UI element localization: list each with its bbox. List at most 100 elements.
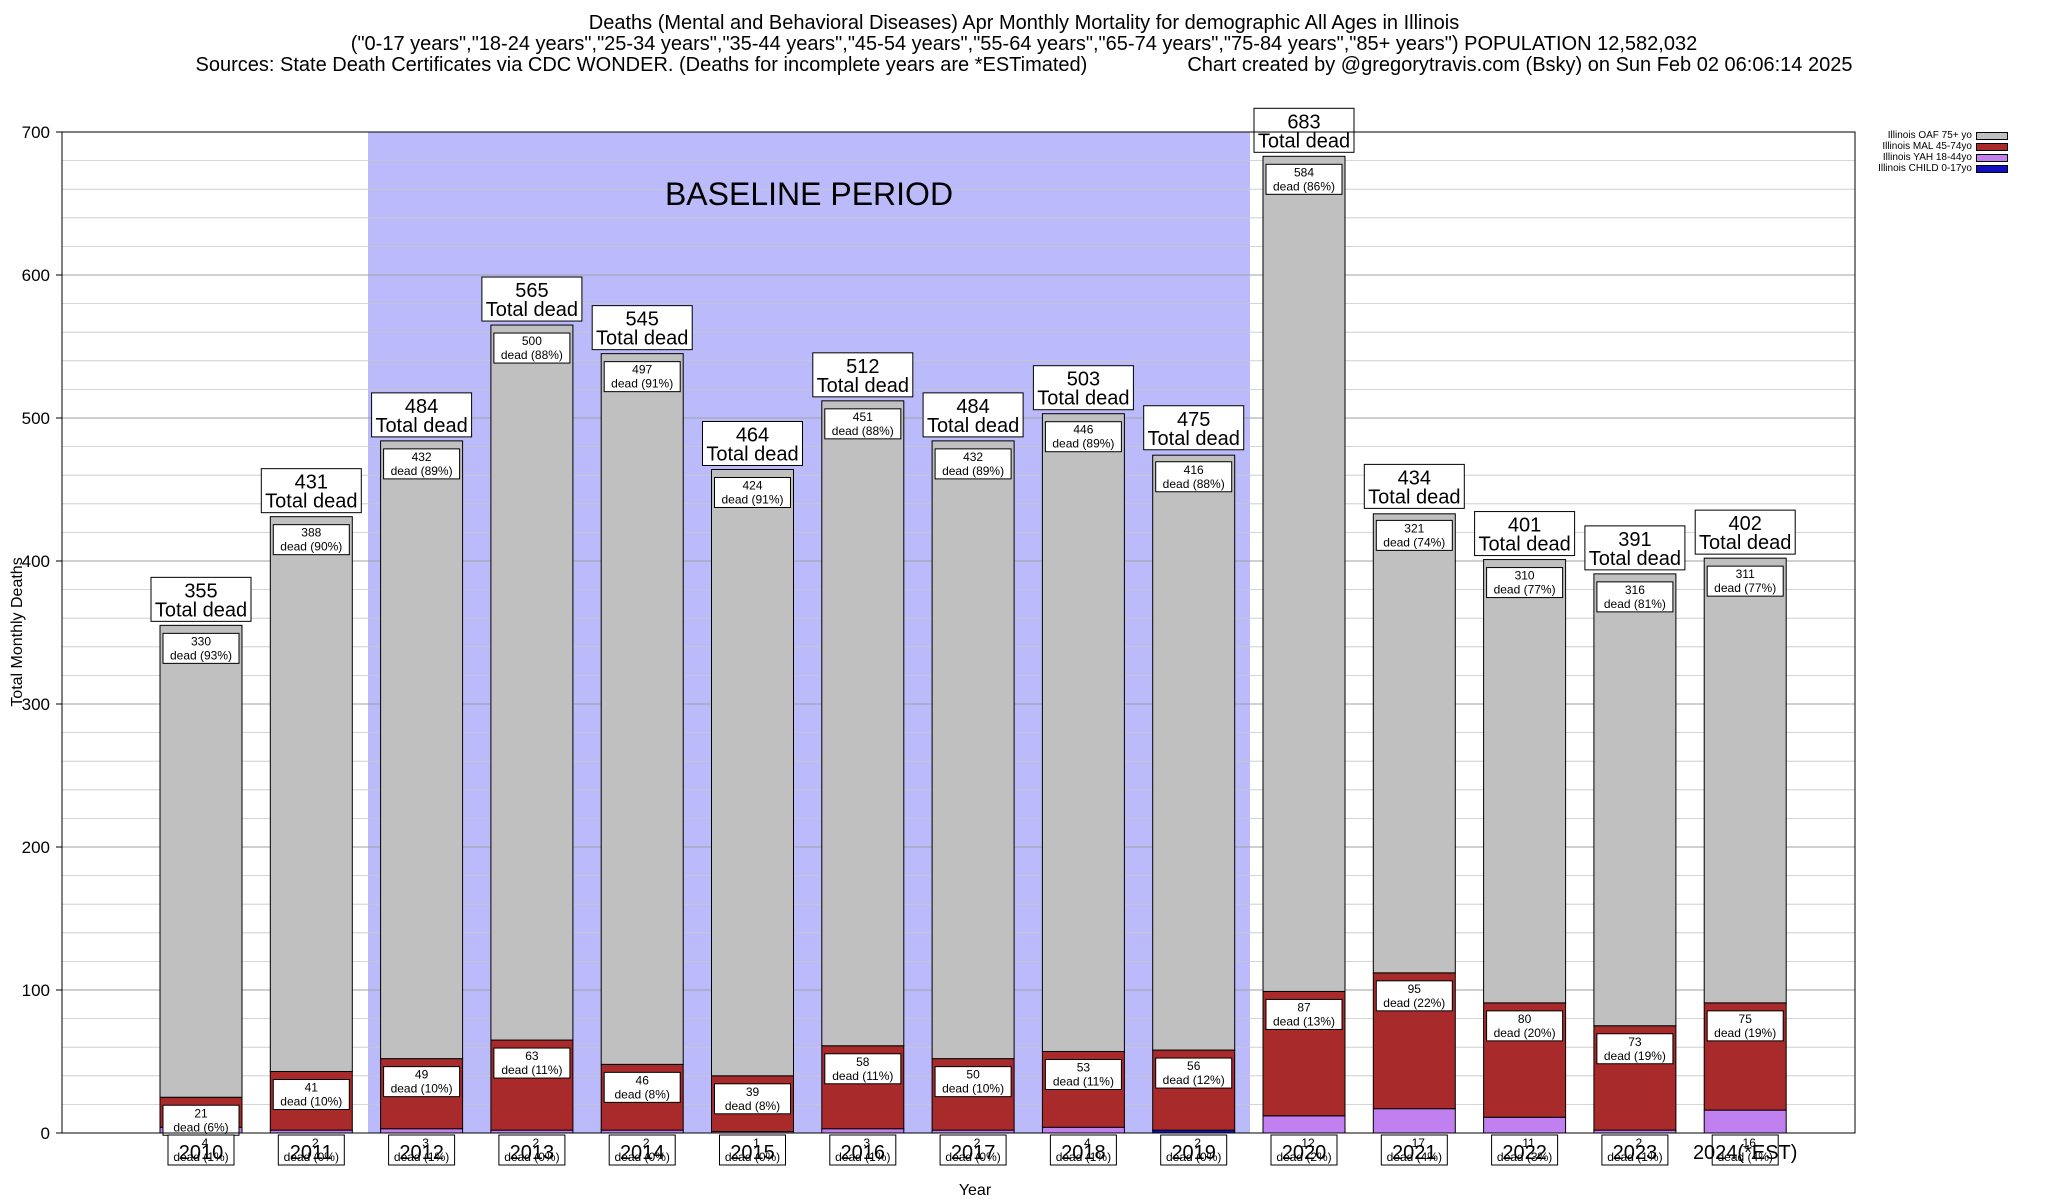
segment-label-box-oaf	[162, 632, 240, 664]
total-label-box	[1363, 463, 1465, 509]
segment-value-label-mal: 41	[305, 1081, 319, 1095]
segment-percent-label-oaf: dead (93%)	[170, 648, 232, 662]
bar-segment-yah	[1041, 1126, 1125, 1134]
legend-swatch-mal	[1976, 142, 2008, 151]
bar-segment-oaf	[269, 516, 353, 1073]
x-tick-label: 2012	[399, 1142, 444, 1164]
segment-percent-label-oaf: dead (90%)	[280, 540, 342, 554]
total-label-box	[1584, 525, 1686, 571]
segment-label-box-mal	[493, 1047, 571, 1079]
segment-value-label-oaf: 330	[191, 634, 211, 648]
legend-entry-mal: Illinois MAL 45-74yo	[1878, 141, 2008, 152]
bar-segment-yah	[821, 1128, 905, 1134]
total-dead-label: Total dead	[1368, 486, 1460, 508]
segment-percent-label-oaf: dead (77%)	[1714, 581, 1776, 595]
segment-value-label-mal: 56	[1187, 1059, 1201, 1073]
segment-label-box-mal	[1044, 1058, 1122, 1090]
total-dead-label: Total dead	[375, 415, 467, 437]
segment-value-label-mal: 73	[1628, 1035, 1642, 1049]
segment-value-label-mal: 63	[525, 1049, 539, 1063]
segment-value-label-mal: 46	[636, 1073, 650, 1087]
x-tick-label: 2024(*EST)	[1693, 1142, 1798, 1164]
legend-label-oaf: Illinois OAF 75+ yo	[1887, 130, 1972, 141]
bar-segment-oaf	[1593, 573, 1677, 1027]
total-value-label: 484	[405, 396, 438, 418]
bar-segment-oaf	[1372, 513, 1456, 974]
total-dead-label: Total dead	[706, 443, 798, 465]
segment-value-label-oaf: 451	[853, 410, 873, 424]
x-tick-label: 2023	[1613, 1142, 1658, 1164]
segment-value-label-mal: 49	[415, 1068, 429, 1082]
y-tick-label: 600	[22, 266, 50, 285]
segment-label-box-oaf	[1155, 461, 1233, 493]
x-tick-label: 2013	[510, 1142, 555, 1164]
total-value-label: 434	[1398, 467, 1431, 489]
segment-value-label-mal: 53	[1077, 1060, 1091, 1074]
segment-value-label-oaf: 316	[1625, 583, 1645, 597]
segment-percent-label-oaf: dead (91%)	[721, 492, 783, 506]
total-label-box	[481, 276, 583, 322]
total-value-label: 401	[1508, 515, 1541, 537]
x-tick-label: 2011	[290, 1142, 333, 1164]
segment-label-box-yah	[1601, 1134, 1669, 1166]
chart-subtitle-categories: ("0-17 years","18-24 years","25-34 years…	[350, 33, 1698, 55]
segment-value-label-oaf: 321	[1404, 521, 1424, 535]
segment-value-label-yah: 16	[1743, 1136, 1757, 1150]
bar-segment-yah	[1372, 1108, 1456, 1134]
segment-label-box-yah	[277, 1134, 345, 1166]
total-dead-label: Total dead	[1258, 130, 1350, 152]
segment-value-label-mal: 50	[966, 1068, 980, 1082]
segment-label-box-yah	[388, 1134, 456, 1166]
segment-label-box-yah	[498, 1134, 566, 1166]
total-label-box	[1143, 405, 1245, 451]
segment-label-box-yah	[1049, 1134, 1117, 1166]
bar-segment-oaf	[159, 624, 243, 1098]
total-dead-label: Total dead	[1037, 388, 1129, 410]
legend-swatch-child	[1976, 164, 2008, 173]
segment-label-box-oaf	[1265, 163, 1343, 195]
total-value-label: 512	[846, 356, 879, 378]
segment-value-label-yah: 2	[312, 1136, 319, 1150]
bar-segment-yah	[1262, 1115, 1346, 1134]
segment-percent-label-mal: dead (11%)	[1053, 1074, 1114, 1088]
segment-value-label-yah: 1	[753, 1136, 760, 1150]
segment-label-box-yah	[719, 1134, 786, 1166]
segment-percent-label-oaf: dead (89%)	[942, 464, 1004, 478]
segment-label-box-mal	[1486, 1010, 1564, 1042]
segment-percent-label-mal: dead (20%)	[1494, 1026, 1556, 1040]
bar-segment-oaf	[1262, 155, 1346, 992]
chart-legend: Illinois OAF 75+ yo Illinois MAL 45-74yo I…	[1878, 130, 2008, 174]
x-tick-label: 2016	[841, 1142, 886, 1164]
segment-label-box-oaf	[824, 408, 902, 440]
segment-percent-label-oaf: dead (89%)	[1052, 437, 1114, 451]
total-dead-label: Total dead	[927, 415, 1019, 437]
segment-value-label-oaf: 432	[963, 450, 983, 464]
segment-value-label-oaf: 424	[742, 478, 762, 492]
segment-value-label-yah: 11	[1522, 1136, 1535, 1150]
segment-percent-label-mal: dead (8%)	[725, 1099, 780, 1113]
segment-value-label-mal: 21	[194, 1106, 208, 1120]
segment-label-box-mal	[1706, 1010, 1784, 1042]
segment-value-label-yah: 2	[533, 1136, 540, 1150]
segment-percent-label-mal: dead (13%)	[1273, 1014, 1335, 1028]
segment-label-box-mal	[824, 1053, 902, 1085]
segment-label-box-mal	[714, 1083, 791, 1115]
total-dead-label: Total dead	[1478, 534, 1570, 556]
total-value-label: 391	[1618, 529, 1651, 551]
segment-percent-label-mal: dead (19%)	[1714, 1026, 1776, 1040]
legend-swatch-oaf	[1976, 131, 2008, 140]
segment-percent-label-yah: dead (1%)	[1607, 1150, 1662, 1164]
segment-percent-label-oaf: dead (89%)	[391, 464, 453, 478]
x-tick-label: 2021	[1392, 1142, 1437, 1164]
segment-value-label-mal: 58	[856, 1055, 870, 1069]
bar-segment-oaf	[1041, 413, 1125, 1052]
segment-label-box-mal	[1596, 1033, 1674, 1065]
segment-label-box-oaf	[1596, 581, 1674, 613]
segment-value-label-oaf: 497	[632, 363, 652, 377]
segment-value-label-yah: 2	[643, 1136, 650, 1150]
total-label-box	[922, 392, 1024, 438]
bar-segment-oaf	[931, 440, 1015, 1060]
segment-value-label-yah: 3	[863, 1136, 870, 1150]
total-value-label: 484	[956, 396, 989, 418]
